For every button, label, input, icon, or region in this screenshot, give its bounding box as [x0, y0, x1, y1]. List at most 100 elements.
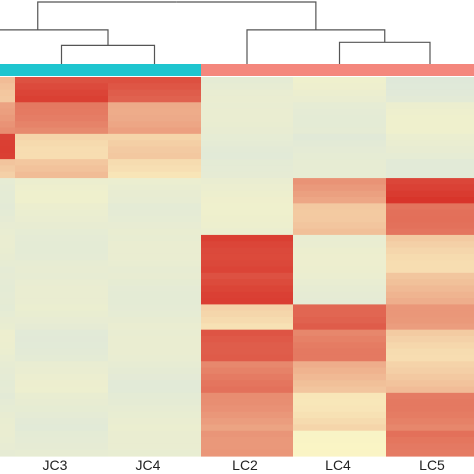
heatmap-cell [15, 418, 108, 426]
heatmap-cell [15, 178, 108, 185]
heatmap-cell [293, 197, 386, 204]
heatmap-cell [201, 430, 293, 438]
heatmap-cell [108, 317, 201, 324]
heatmap-cell [293, 215, 386, 223]
heatmap-cell [201, 133, 293, 141]
heatmap-cell [108, 361, 201, 369]
heatmap-cell [15, 165, 108, 173]
heatmap-cell [108, 430, 201, 438]
heatmap-cell [15, 234, 108, 242]
heatmap-cell [386, 209, 474, 217]
heatmap-cell [0, 184, 15, 192]
heatmap-cell [293, 234, 386, 242]
heatmap-cell [386, 411, 474, 419]
heatmap-cell [293, 348, 386, 356]
heatmap-cell [0, 317, 15, 324]
heatmap-cell [201, 234, 293, 242]
dendrogram-right-inner-link [246, 29, 386, 64]
heatmap-cell [386, 159, 474, 167]
heatmap-cell [108, 354, 201, 362]
heatmap-cell [386, 127, 474, 135]
heatmap-cell [108, 146, 201, 154]
heatmap-cell [293, 437, 386, 444]
heatmap-cell [293, 184, 386, 192]
heatmap-cell [386, 133, 474, 141]
heatmap-cell [15, 443, 108, 451]
heatmap-cell [386, 291, 474, 299]
heatmap-cell [293, 95, 386, 103]
column-label: LC5 [419, 457, 445, 473]
heatmap-cell [293, 89, 386, 97]
heatmap-cell [293, 279, 386, 287]
heatmap-cell [293, 449, 386, 457]
heatmap-cell [201, 380, 293, 388]
heatmap-cell [201, 354, 293, 362]
heatmap-cell [15, 114, 108, 122]
heatmap-cell [201, 171, 293, 179]
heatmap-cell [201, 266, 293, 274]
heatmap-cell [386, 361, 474, 369]
heatmap-cell [293, 171, 386, 179]
heatmap-cell [293, 342, 386, 350]
heatmap-cell [108, 253, 201, 261]
heatmap-cell [386, 247, 474, 255]
group-bar-right [201, 64, 474, 76]
heatmap-cell [0, 209, 15, 217]
heatmap-cell [15, 152, 108, 160]
heatmap-cell [0, 424, 15, 432]
heatmap-cell [201, 317, 293, 324]
heatmap-cell [386, 310, 474, 318]
heatmap-cell [201, 253, 293, 261]
heatmap-cell [15, 77, 108, 84]
heatmap-cell [0, 361, 15, 369]
heatmap-cell [201, 373, 293, 381]
heatmap-cell [15, 127, 108, 135]
dendrogram-left-inner-link [0, 29, 109, 46]
heatmap-cell [108, 405, 201, 413]
heatmap-cell [386, 373, 474, 381]
heatmap-cell [15, 380, 108, 388]
heatmap-cell [293, 165, 386, 173]
heatmap-cell [386, 146, 474, 154]
heatmap-cell [108, 335, 201, 343]
heatmap-cell [201, 411, 293, 419]
column-label: JC3 [43, 457, 68, 473]
heatmap-cell [293, 203, 386, 211]
heatmap-cell [15, 373, 108, 381]
heatmap-cell [108, 443, 201, 451]
heatmap-cell [108, 272, 201, 280]
heatmap-cell [108, 95, 201, 103]
heatmap-cell [15, 121, 108, 129]
heatmap-cell [386, 190, 474, 198]
heatmap-cell [15, 367, 108, 375]
heatmap-cell [0, 298, 15, 305]
heatmap-cell [15, 247, 108, 255]
heatmap-cell [201, 152, 293, 160]
heatmap-cell [293, 127, 386, 135]
heatmap-cell [201, 241, 293, 249]
heatmap-cell [293, 298, 386, 305]
heatmap-cell [201, 335, 293, 343]
heatmap-cell [0, 354, 15, 362]
heatmap-cell [201, 304, 293, 312]
heatmap-cells [0, 77, 474, 457]
heatmap-cell [15, 253, 108, 261]
heatmap-cell [0, 392, 15, 400]
heatmap-cell [108, 77, 201, 84]
heatmap-cell [201, 127, 293, 135]
heatmap-cell [201, 247, 293, 255]
heatmap-cell [15, 228, 108, 236]
heatmap-cell [293, 266, 386, 274]
heatmap-cell [293, 178, 386, 185]
heatmap-cell [15, 222, 108, 230]
heatmap-cell [0, 127, 15, 135]
heatmap-cell [15, 184, 108, 192]
heatmap-cell [0, 159, 15, 167]
heatmap-cell [0, 291, 15, 299]
heatmap-cell [15, 209, 108, 217]
heatmap-cell [108, 140, 201, 148]
heatmap-cell [15, 437, 108, 444]
heatmap-cell [386, 405, 474, 413]
heatmap-cell [0, 411, 15, 419]
dendrogram-root-right-link [176, 1, 317, 30]
